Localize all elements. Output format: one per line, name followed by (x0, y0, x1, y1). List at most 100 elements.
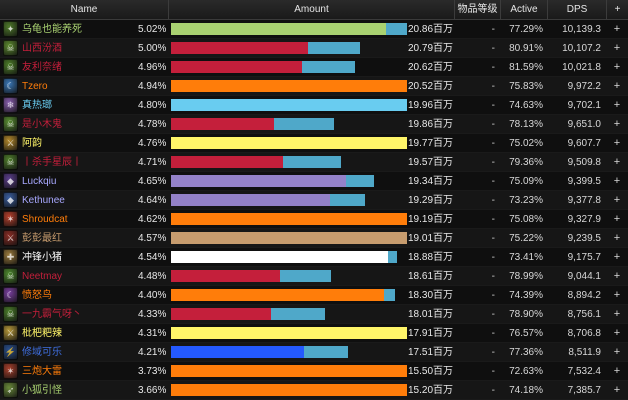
table-row[interactable]: ◆ Kethunee 4.64% 19.29百万 - 73.23% 9,377.8 + (0, 191, 628, 210)
expand-row-button[interactable]: + (613, 289, 621, 301)
expand-row-button[interactable]: + (613, 80, 621, 92)
amount-bar-extra (283, 156, 341, 168)
expand-row-button[interactable]: + (613, 327, 621, 339)
column-header-item-level[interactable]: 物品等级 (454, 0, 500, 19)
expand-row-button[interactable]: + (613, 213, 621, 225)
expand-row-button[interactable]: + (613, 365, 621, 377)
table-row[interactable]: ⚡ 修域可乐 4.21% 17.51百万 - 77.36% 8,511.9 + (0, 343, 628, 362)
sword-icon: ⚔ (3, 230, 18, 246)
expand-row-button[interactable]: + (613, 251, 621, 263)
table-row[interactable]: ☠ 丨杀手星辰丨 4.71% 19.57百万 - 79.36% 9,509.8 + (0, 153, 628, 172)
expand-row-button[interactable]: + (613, 23, 621, 35)
amount-bar-extra (384, 289, 395, 301)
percent-value: 3.66% (138, 385, 167, 396)
active-value: 79.36% (509, 157, 543, 168)
table-row[interactable]: ⚔ 彭彭最红 4.57% 19.01百万 - 75.22% 9,239.5 + (0, 229, 628, 248)
blade-icon: ⚔ (3, 325, 18, 341)
table-row[interactable]: ✶ 三炮大雷 3.73% 15.50百万 - 72.63% 7,532.4 + (0, 362, 628, 381)
player-name[interactable]: 彭彭最红 (22, 233, 62, 244)
expand-row-button[interactable]: + (613, 194, 621, 206)
table-row[interactable]: ◆ Luckqiu 4.65% 19.34百万 - 75.09% 9,399.5 + (0, 172, 628, 191)
player-name[interactable]: 修域可乐 (22, 347, 62, 358)
player-name[interactable]: 乌龟也能养死 (22, 24, 82, 35)
table-row[interactable]: ❄ 真热瑯 4.80% 19.96百万 - 74.63% 9,702.1 + (0, 96, 628, 115)
player-name[interactable]: Neetmay (22, 271, 63, 282)
column-header-expand[interactable]: + (606, 0, 628, 19)
column-header-active[interactable]: Active (500, 0, 547, 19)
player-name[interactable]: Tzero (22, 81, 48, 92)
table-row[interactable]: ✚ 冲锋小猪 4.54% 18.88百万 - 73.41% 9,175.7 + (0, 248, 628, 267)
table-row[interactable]: ☠ 是小木鬼 4.78% 19.86百万 - 78.13% 9,651.0 + (0, 115, 628, 134)
table-row[interactable]: ☠ 山西汾酒 5.00% 20.79百万 - 80.91% 10,107.2 + (0, 39, 628, 58)
expand-row-button[interactable]: + (613, 137, 621, 149)
player-name[interactable]: 三炮大雷 (22, 366, 62, 377)
amount-bar (171, 251, 388, 263)
table-row[interactable]: ☠ Neetmay 4.48% 18.61百万 - 78.99% 9,044.1 + (0, 267, 628, 286)
amount-bar (171, 365, 407, 377)
table-row[interactable]: ✦ 乌龟也能养死 5.02% 20.86百万 - 77.29% 10,139.3 + (0, 20, 628, 39)
player-name[interactable]: 小狐引怪 (22, 385, 62, 396)
player-name[interactable]: Shroudcat (22, 214, 68, 225)
item-level-value: - (491, 252, 495, 263)
player-name[interactable]: 丨杀手星辰丨 (22, 157, 82, 168)
percent-value: 4.94% (138, 81, 167, 92)
percent-value: 4.96% (138, 62, 167, 73)
column-header-name[interactable]: Name (70, 4, 98, 15)
expand-row-button[interactable]: + (613, 308, 621, 320)
amount-value: 19.19百万 (408, 214, 454, 225)
table-row[interactable]: ⚔ 枇杷粑辣 4.31% 17.91百万 - 76.57% 8,706.8 + (0, 324, 628, 343)
table-row[interactable]: ☠ 一九霸气呀丶 4.33% 18.01百万 - 78.90% 8,756.1 + (0, 305, 628, 324)
player-name[interactable]: 真热瑯 (22, 100, 52, 111)
amount-value: 19.86百万 (408, 119, 454, 130)
expand-row-button[interactable]: + (613, 42, 621, 54)
column-header-dps[interactable]: DPS (547, 0, 606, 19)
table-row[interactable]: ☠ 友利奈绪 4.96% 20.62百万 - 81.59% 10,021.8 + (0, 58, 628, 77)
claw-icon: ✶ (3, 363, 18, 379)
table-row[interactable]: ✶ Shroudcat 4.62% 19.19百万 - 75.08% 9,327.9 + (0, 210, 628, 229)
player-name[interactable]: Kethunee (22, 195, 65, 206)
amount-bar-extra (271, 308, 325, 320)
table-row[interactable]: ☾ Tzero 4.94% 20.52百万 - 75.83% 9,972.2 + (0, 77, 628, 96)
player-name[interactable]: 枇杷粑辣 (22, 328, 62, 339)
active-value: 74.39% (509, 290, 543, 301)
player-name[interactable]: 山西汾酒 (22, 43, 62, 54)
amount-value: 18.01百万 (408, 309, 454, 320)
player-name[interactable]: 冲锋小猪 (22, 252, 62, 263)
item-level-value: - (491, 233, 495, 244)
player-name[interactable]: 是小木鬼 (22, 119, 62, 130)
table-row[interactable]: ➶ 小狐引怪 3.66% 15.20百万 - 74.18% 7,385.7 + (0, 381, 628, 400)
percent-value: 4.57% (138, 233, 167, 244)
player-name[interactable]: 友利奈绪 (22, 62, 62, 73)
expand-row-button[interactable]: + (613, 232, 621, 244)
dps-value: 9,239.5 (567, 233, 601, 244)
expand-row-button[interactable]: + (613, 118, 621, 130)
item-level-value: - (491, 385, 495, 396)
shadow-icon: ◆ (3, 173, 18, 189)
table-row[interactable]: ☾ 愤怒鸟 4.40% 18.30百万 - 74.39% 8,894.2 + (0, 286, 628, 305)
expand-row-button[interactable]: + (613, 270, 621, 282)
amount-bar (171, 213, 407, 225)
expand-row-button[interactable]: + (613, 175, 621, 187)
table-row[interactable]: ⚔ 阿韵 4.76% 19.77百万 - 75.02% 9,607.7 + (0, 134, 628, 153)
player-name[interactable]: 愤怒鸟 (22, 290, 52, 301)
expand-row-button[interactable]: + (613, 61, 621, 73)
expand-row-button[interactable]: + (613, 156, 621, 168)
active-value: 81.59% (509, 62, 543, 73)
player-name[interactable]: Luckqiu (22, 176, 57, 187)
item-level-value: - (491, 176, 495, 187)
item-level-value: - (491, 62, 495, 73)
expand-row-button[interactable]: + (613, 384, 621, 396)
amount-bar (171, 99, 407, 111)
expand-row-button[interactable]: + (613, 99, 621, 111)
amount-value: 19.01百万 (408, 233, 454, 244)
amount-value: 15.50百万 (408, 366, 454, 377)
percent-value: 4.54% (138, 252, 167, 263)
player-name[interactable]: 阿韵 (22, 138, 42, 149)
amount-bar (171, 289, 384, 301)
column-header-amount[interactable]: Amount (168, 0, 454, 19)
expand-row-button[interactable]: + (613, 346, 621, 358)
hunter-icon: ➶ (3, 382, 18, 398)
amount-value: 19.96百万 (408, 100, 454, 111)
player-name[interactable]: 一九霸气呀丶 (22, 309, 82, 320)
dps-value: 9,377.8 (567, 195, 601, 206)
